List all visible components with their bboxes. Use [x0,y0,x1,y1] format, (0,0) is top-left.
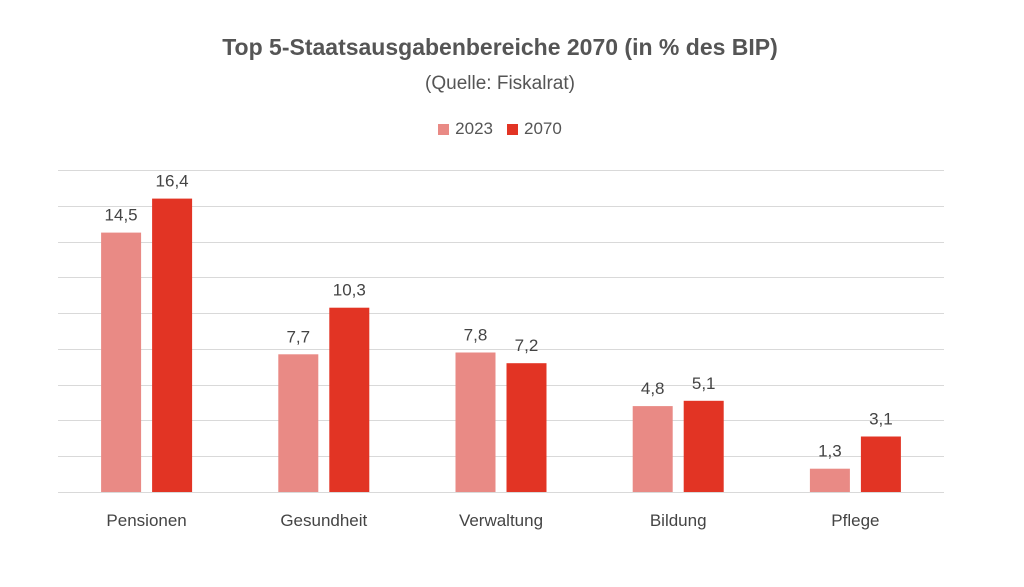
legend-label-2070: 2070 [524,119,562,138]
bar-pflege-2023 [809,468,850,492]
chart-title: Top 5-Staatsausgabenbereiche 2070 (in % … [222,34,778,60]
x-tick-label-bildung: Bildung [650,511,707,530]
bar-gesundheit-2023 [278,354,319,492]
bar-pensionen-2070 [152,198,193,492]
bar-pflege-2070 [860,436,901,492]
data-label-bildung-2023: 4,8 [641,379,665,398]
chart-subtitle: (Quelle: Fiskalrat) [425,73,575,94]
bar-bildung-2070 [683,400,724,492]
x-tick-label-gesundheit: Gesundheit [280,511,367,530]
data-label-pflege-2070: 3,1 [869,410,893,429]
data-label-gesundheit-2070: 10,3 [333,281,366,300]
data-label-pensionen-2070: 16,4 [156,172,189,191]
x-tick-label-pflege: Pflege [831,511,879,530]
bar-verwaltung-2070 [506,363,547,492]
bar-gesundheit-2070 [329,307,370,492]
chart-legend: 2023 2070 [0,119,1000,139]
data-label-bildung-2070: 5,1 [692,374,716,393]
legend-label-2023: 2023 [455,119,493,138]
legend-swatch-2023 [438,123,450,135]
data-label-pensionen-2023: 14,5 [105,206,138,225]
legend-swatch-2070 [507,123,518,135]
bar-verwaltung-2023 [455,352,496,492]
bar-pensionen-2023 [101,232,142,492]
data-label-verwaltung-2023: 7,8 [464,326,488,345]
data-label-verwaltung-2070: 7,2 [515,336,539,355]
x-tick-label-verwaltung: Verwaltung [459,511,543,530]
data-label-pflege-2023: 1,3 [818,442,842,461]
legend-item-2023: 2023 [438,119,493,139]
legend-item-2070: 2070 [507,119,562,139]
data-label-gesundheit-2023: 7,7 [286,327,310,346]
x-tick-label-pensionen: Pensionen [106,511,186,530]
bar-bildung-2023 [632,406,673,492]
